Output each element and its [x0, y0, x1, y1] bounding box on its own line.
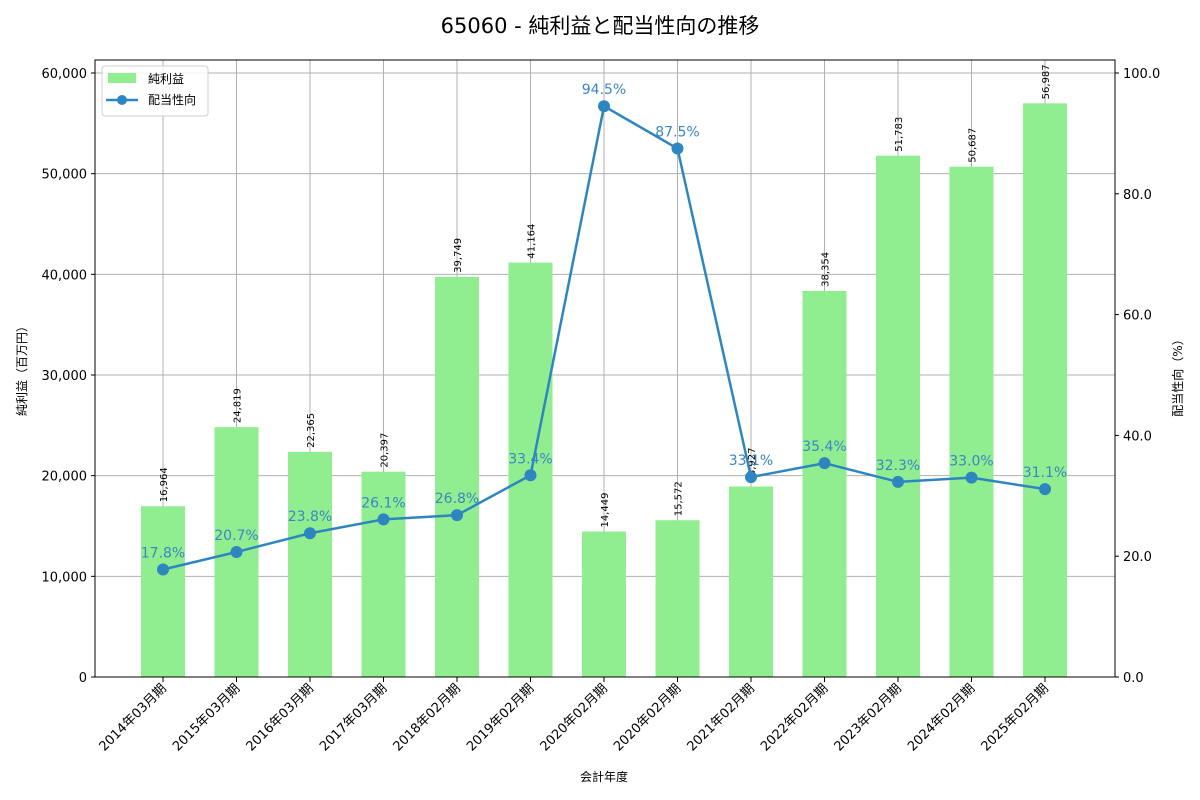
payout-value-label: 17.8%	[141, 545, 185, 561]
payout-value-label: 87.5%	[655, 125, 699, 141]
legend: 純利益 配当性向	[101, 65, 209, 117]
payout-marker	[965, 471, 978, 484]
y2-tick-label: 20.0	[1123, 550, 1152, 565]
x-tick-label: 2025年02月期	[979, 681, 1052, 754]
bar	[288, 451, 332, 677]
x-axis-label: 会計年度	[580, 769, 628, 784]
x-tick-label: 2023年02月期	[832, 681, 905, 754]
x-axis: 2014年03月期 2015年03月期 2016年03月期 2017年03月期 2018…	[97, 677, 1052, 755]
y2-tick-label: 60.0	[1123, 309, 1152, 324]
payout-marker	[524, 469, 537, 482]
x-tick-label: 2017年03月期	[317, 681, 390, 754]
bar-value-label: 38,354	[821, 252, 832, 287]
y2-tick-label: 80.0	[1123, 188, 1152, 203]
payout-value-label: 33.0%	[949, 454, 993, 470]
payout-line	[157, 100, 1051, 576]
bar	[361, 471, 406, 677]
x-tick-label: 2022年02月期	[758, 681, 831, 754]
x-tick-label: 2020年02月期	[538, 681, 611, 754]
y-tick-label: 20,000	[42, 470, 88, 485]
x-tick-label: 2016年03月期	[244, 681, 317, 754]
bar	[802, 290, 847, 677]
bar	[729, 486, 773, 677]
x-tick-label: 2018年02月期	[391, 681, 464, 754]
bar	[876, 155, 920, 678]
payout-marker	[745, 471, 757, 484]
bar	[582, 531, 626, 677]
payout-value-label: 23.8%	[288, 509, 332, 525]
payout-marker	[818, 457, 831, 470]
bar-value-label: 20,397	[380, 433, 391, 468]
payout-value-label: 31.1%	[1023, 465, 1067, 481]
payout-value-label: 35.4%	[802, 439, 846, 455]
payout-marker	[304, 527, 316, 540]
bar	[141, 506, 185, 677]
payout-value-label: 26.8%	[435, 491, 479, 507]
x-tick-label: 2019年02月期	[464, 681, 537, 754]
y2-axis-label: 配当性向（%）	[1170, 333, 1185, 416]
bar-value-label: 14,449	[600, 493, 611, 528]
payout-marker	[892, 475, 904, 488]
y-tick-label: 0	[79, 671, 87, 686]
bar-value-label: 51,783	[894, 117, 905, 152]
bar-value-label: 41,164	[527, 224, 538, 259]
y-tick-label: 50,000	[42, 168, 88, 183]
bar-value-label: 39,749	[453, 238, 464, 273]
right-axis: 0.0 20.0 40.0 60.0 80.0 100.0	[1115, 67, 1160, 686]
bar	[949, 166, 994, 678]
bar	[1023, 103, 1067, 677]
bar-value-label: 56,987	[1041, 64, 1052, 99]
bar-value-label: 15,572	[674, 481, 685, 516]
legend-line-marker	[117, 95, 127, 105]
x-tick-label: 2024年02月期	[905, 681, 978, 754]
payout-marker	[157, 563, 169, 576]
bar	[655, 520, 700, 677]
bar	[435, 276, 479, 677]
y-tick-label: 10,000	[42, 570, 88, 585]
x-tick-label: 2021年02月期	[685, 681, 758, 754]
payout-marker	[451, 509, 463, 522]
x-tick-label: 2020年02月期	[611, 681, 684, 754]
payout-value-label: 94.5%	[582, 82, 626, 98]
x-tick-label: 2015年03月期	[170, 681, 243, 754]
x-tick-label: 2014年03月期	[97, 681, 170, 754]
payout-marker	[671, 142, 684, 155]
bar-value-label: 22,365	[306, 413, 317, 448]
left-axis: 0 10,000 20,000 30,000 40,000 50,000 60,000	[42, 67, 95, 686]
payout-marker	[598, 100, 610, 113]
payout-marker	[230, 545, 243, 558]
bar-value-label: 18,927	[747, 447, 758, 482]
payout-marker	[1039, 483, 1051, 496]
y-tick-label: 60,000	[42, 67, 88, 82]
payout-value-label: 32.3%	[876, 458, 920, 474]
y-tick-label: 30,000	[42, 369, 88, 384]
bar-labels: 16,964 24,819 22,365 20,397 39,749 41,164 14,4…	[159, 64, 1052, 527]
payout-value-label: 33.4%	[508, 451, 552, 467]
y-axis-label: 純利益（百万円）	[15, 320, 29, 416]
chart-title: 65060 - 純利益と配当性向の推移	[441, 14, 760, 38]
legend-bar-label: 純利益	[148, 72, 184, 86]
payout-value-label: 33.1%	[729, 453, 773, 469]
payout-value-label: 20.7%	[214, 528, 258, 544]
y2-tick-label: 40.0	[1123, 429, 1152, 444]
legend-bar-swatch	[108, 73, 136, 83]
payout-labels: 17.8% 20.7% 23.8% 26.1% 26.8% 33.4% 94.5% 87.5%…	[141, 82, 1067, 561]
payout-marker	[377, 513, 390, 526]
plot-frame	[94, 59, 1116, 678]
bar-value-label: 50,687	[968, 128, 979, 163]
bar-value-label: 24,819	[233, 388, 244, 423]
y2-tick-label: 100.0	[1123, 67, 1160, 82]
bar-value-label: 16,964	[159, 467, 170, 502]
y2-tick-label: 0.0	[1123, 671, 1144, 686]
y-tick-label: 40,000	[42, 268, 88, 283]
payout-value-label: 26.1%	[361, 495, 405, 511]
legend-line-label: 配当性向	[148, 92, 196, 107]
